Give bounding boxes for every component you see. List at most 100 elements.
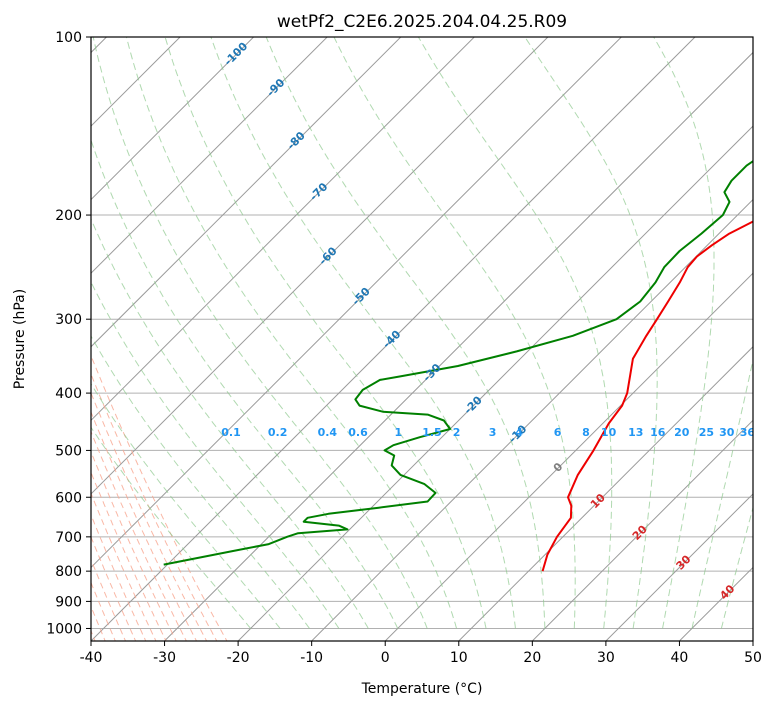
dry-adiabat: [91, 354, 228, 641]
mixing-ratio-line: [7, 440, 19, 644]
isotherm-label: 40: [717, 582, 737, 602]
isotherm-line: [91, 37, 255, 201]
isotherm-line: [310, 198, 753, 641]
moist-adiabat: [653, 37, 715, 629]
x-tick-label: 30: [597, 650, 615, 666]
y-axis-label: Pressure (hPa): [12, 289, 28, 389]
moist-adiabat: [265, 37, 546, 629]
moist-adiabat: [91, 426, 251, 629]
isotherm-line: [91, 37, 696, 641]
mixing-ratio-label: 1: [395, 426, 403, 439]
dry-adiabat: [91, 410, 198, 641]
x-axis-label: Temperature (°C): [361, 681, 483, 697]
mixing-ratio-label: 0.2: [268, 426, 288, 439]
mixing-ratio-line: [10, 440, 22, 644]
x-tick-label: -10: [300, 650, 323, 666]
mixing-ratio-line: [19, 440, 32, 644]
y-tick-label: 400: [55, 386, 82, 402]
isotherm-line: [163, 51, 753, 641]
moist-adiabat: [91, 382, 281, 629]
mixing-ratio-line: [13, 440, 26, 644]
y-tick-label: 100: [55, 30, 82, 46]
isotherm-label: -40: [380, 328, 403, 351]
mixing-ratio-label: 10: [601, 426, 617, 439]
mixing-ratio-label: 2: [453, 426, 461, 439]
isotherm-line: [605, 493, 753, 641]
isotherm-label: 30: [674, 552, 694, 572]
x-tick-label: 40: [671, 650, 689, 666]
y-tick-label: 1000: [46, 621, 82, 637]
mixing-ratio-label: 0.6: [348, 426, 368, 439]
moist-adiabat: [333, 37, 576, 629]
mixing-ratio-label: 30: [719, 426, 735, 439]
mixing-ratio-label: 16: [650, 426, 666, 439]
mixing-ratio-label: 0.1: [221, 426, 241, 439]
dry-adiabat: [91, 430, 187, 641]
mixing-ratio-label: 6: [554, 426, 562, 439]
y-tick-label: 600: [55, 490, 82, 506]
moist-adiabat: [91, 335, 310, 629]
mixing-ratio-label: 0.4: [318, 426, 338, 439]
isotherm-line: [384, 272, 753, 641]
mixing-ratio-line: [3, 440, 15, 644]
x-tick-label: 10: [450, 650, 468, 666]
moist-adiabat: [164, 37, 487, 629]
mixing-ratio-line: [22, 440, 36, 644]
isotherm-line: [91, 37, 402, 348]
x-tick-label: 20: [523, 650, 541, 666]
dewpoint-profile: [163, 159, 753, 566]
moist-adiabat: [210, 37, 516, 629]
dry-adiabat: [0, 24, 66, 644]
plot-area: -100-90-80-70-60-50-40-30-20-100.1 0.2 0.4…: [0, 24, 756, 644]
plot-frame: [90, 36, 754, 642]
isotherm-label: 0: [551, 460, 566, 475]
mixing-ratio-label: 3: [489, 426, 497, 439]
mixing-ratio-line: [16, 440, 29, 644]
moist-adiabat: [125, 37, 458, 629]
dry-adiabat: [91, 471, 167, 641]
isotherm-label: -90: [264, 76, 287, 99]
y-tick-label: 300: [55, 312, 82, 328]
isotherm-label: -80: [285, 129, 308, 152]
isotherm-line: [531, 419, 753, 641]
dry-adiabat: [91, 373, 218, 641]
mixing-ratio-label: 4: [515, 426, 523, 439]
y-tick-label: 500: [55, 443, 82, 459]
mixing-ratio-line: [0, 440, 1, 644]
dry-adiabat: [91, 581, 116, 641]
moist-adiabat: [91, 217, 369, 629]
moist-adiabat: [524, 37, 658, 629]
x-axis: -40 -30 -20 -10 0 10 20 30 40 50: [80, 641, 762, 666]
moist-adiabat: [92, 37, 428, 629]
y-tick-label: 900: [55, 594, 82, 610]
moist-adiabat: [691, 357, 753, 629]
x-tick-label: 50: [744, 650, 762, 666]
chart-title: wetPf2_C2E6.2025.204.04.25.R09: [277, 12, 567, 32]
mixing-ratio-label: 36: [740, 426, 756, 439]
temperature-profile: [541, 220, 753, 572]
dry-adiabat: [91, 391, 208, 641]
moist-adiabat: [720, 505, 753, 629]
dry-adiabat: [0, 24, 5, 644]
mixing-ratio-label: 20: [674, 426, 690, 439]
mixing-ratio-label: 8: [582, 426, 590, 439]
mixing-ratio-label: 1.5: [422, 426, 442, 439]
y-axis: 100 200 300 400 500 600 700 800 900 1000: [46, 30, 91, 637]
isotherm-line: [752, 640, 753, 641]
isotherm-line: [91, 37, 328, 274]
x-tick-label: -30: [153, 650, 176, 666]
y-tick-label: 800: [55, 564, 82, 580]
isotherm-line: [457, 346, 753, 641]
moist-adiabat: [417, 37, 613, 629]
y-tick-label: 200: [55, 208, 82, 224]
x-tick-label: -20: [227, 650, 250, 666]
isotherm-line: [237, 125, 753, 641]
y-tick-label: 700: [55, 530, 82, 546]
mixing-ratio-line: [0, 440, 7, 644]
x-tick-label: 0: [381, 650, 390, 666]
isotherm-line: [91, 37, 549, 495]
moist-adiabat: [91, 138, 399, 629]
mixing-ratio-label: 13: [628, 426, 643, 439]
mixing-ratio-line: [0, 440, 11, 644]
